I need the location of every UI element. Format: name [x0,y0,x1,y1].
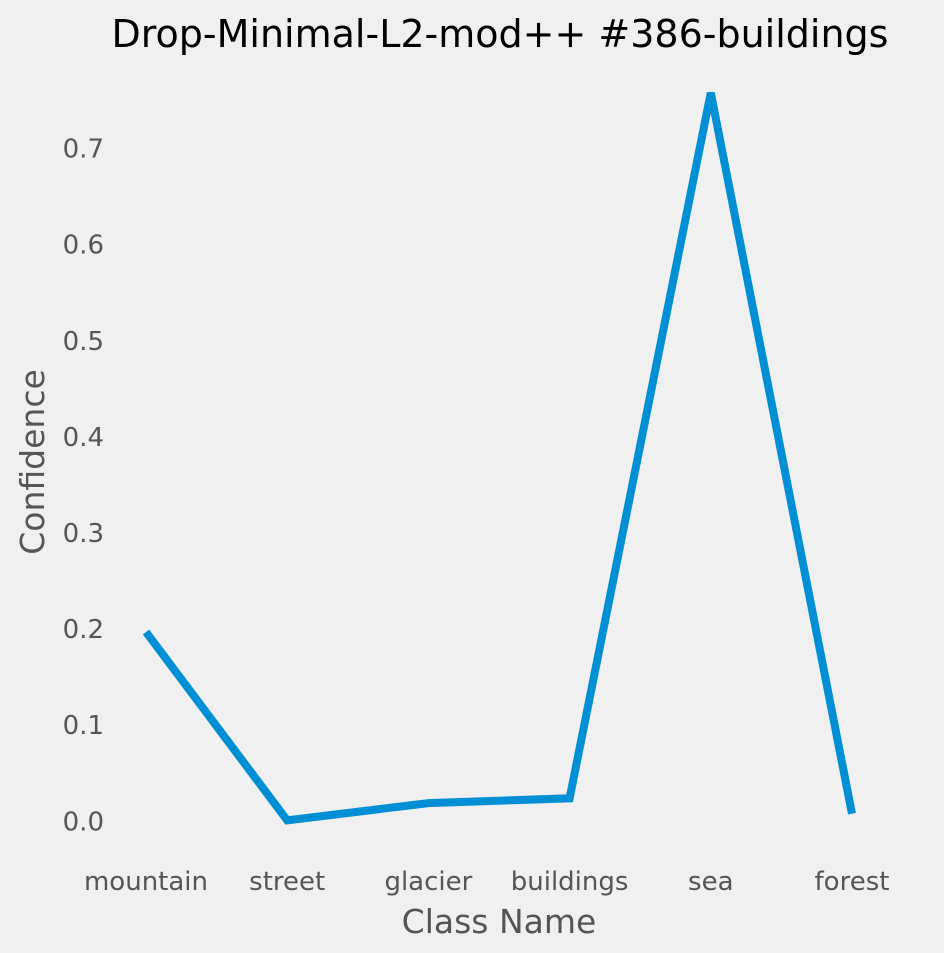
series-layer [142,92,856,825]
series-line [142,92,856,825]
y-tick-label: 0.7 [63,135,104,165]
y-axis-ticks: 0.0 0.1 0.2 0.3 0.4 0.5 0.6 0.7 [63,135,104,838]
x-tick-label: mountain [84,867,208,897]
y-tick-label: 0.0 [63,807,104,837]
x-tick-label: street [249,867,325,897]
x-axis-ticks: mountain street glacier buildings sea forest [84,867,889,897]
x-tick-label: forest [815,867,890,897]
x-tick-label: sea [688,867,733,897]
chart-title: Drop-Minimal-L2-mod++ #386-buildings [112,12,889,56]
y-tick-label: 0.5 [63,327,104,357]
y-tick-label: 0.2 [63,615,104,645]
y-tick-label: 0.3 [63,519,104,549]
y-tick-label: 0.6 [63,231,104,261]
x-tick-label: buildings [511,867,629,897]
x-tick-label: glacier [384,867,472,897]
y-tick-label: 0.1 [63,711,104,741]
x-axis-label: Class Name [402,902,597,941]
y-tick-label: 0.4 [63,423,104,453]
y-axis-label: Confidence [13,369,52,555]
